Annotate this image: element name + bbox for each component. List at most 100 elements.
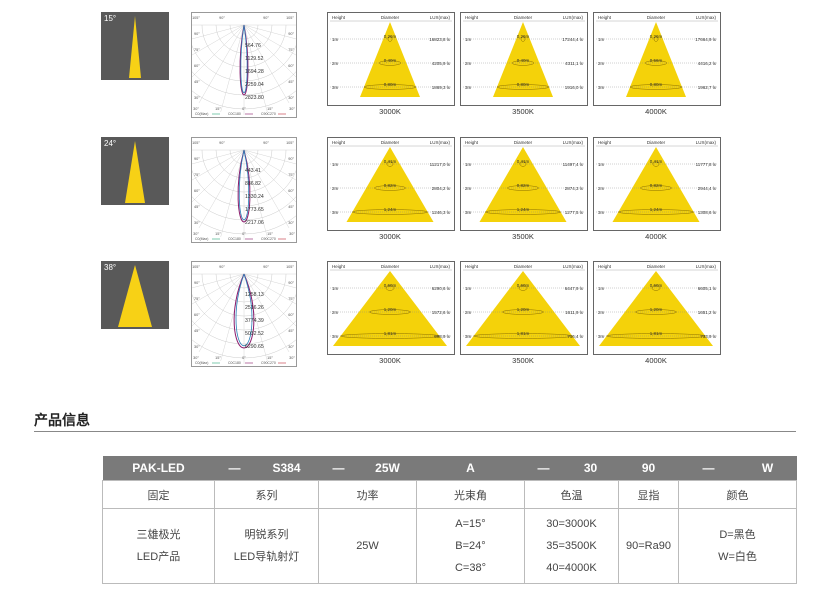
polar-angle-label: 90° (288, 281, 294, 285)
cone-height-label: 1m (332, 286, 339, 291)
cone-color-temp: 3500K (512, 107, 534, 116)
cone-height-label: 1m (465, 37, 472, 42)
polar-angle-label: 105° (286, 16, 294, 20)
value-series: 明锐系列 LED导轨射灯 (214, 508, 319, 584)
cone-header-diameter: Diameter (381, 15, 400, 20)
cone-header-height: Height (598, 15, 612, 20)
polar-angle-label: 105° (286, 141, 294, 145)
polar-legend-label: C0(Max) (195, 361, 208, 365)
beam-angle-label: 24° (104, 139, 117, 148)
polar-angle-label: 60° (194, 313, 200, 317)
code-row: PAK-LED — S384 — 25W A — 30 90 — W (102, 456, 797, 481)
polar-intensity-label: 1773.65 (245, 207, 264, 213)
polar-light-distribution: 564.76 1129.52 1694.28 2259.04 2823.80 105° 90… (154, 12, 334, 118)
cone-header-lux: LUX(max) (430, 140, 451, 145)
code-series: S384 (254, 456, 319, 481)
polar-angle-label: 90° (263, 141, 269, 145)
polar-legend-label: C0C180 (228, 361, 241, 365)
polar-angle-label: 15° (215, 356, 221, 360)
polar-angle-label: 15° (267, 232, 273, 236)
polar-intensity-label: 1129.52 (245, 56, 263, 62)
cone-header-diameter: Diameter (381, 140, 400, 145)
cone-height-label: 3m (465, 85, 472, 90)
cone-lux-label: 11777,8 lx (696, 162, 717, 167)
polar-light-distribution: 1258.13 2516.26 3774.39 5032.52 6290.65 105° 9… (154, 261, 334, 367)
polar-angle-label: 60° (288, 313, 294, 317)
polar-intensity-label: 564.76 (245, 43, 261, 49)
polar-legend-label: C0(Max) (195, 112, 208, 116)
polar-angle-label: 15° (215, 232, 221, 236)
cone-height-label: 3m (598, 210, 605, 215)
cone-lux-label: 1916,0 lx (565, 85, 584, 90)
polar-angle-label: 30° (193, 107, 199, 111)
cone-height-label: 2m (598, 61, 605, 66)
code-dash: — (678, 456, 739, 481)
polar-angle-label: 30° (289, 356, 295, 360)
cone-diameter-label: 0,82m (650, 183, 663, 188)
cone-color-temp: 4000K (645, 356, 667, 365)
cone-diameter-label: 1,24m (384, 207, 397, 212)
polar-intensity-label: 1258.13 (245, 292, 264, 298)
cone-diameter-label: 0,82m (517, 183, 530, 188)
illuminance-cone-panel: Height Diameter LUX(max) 1m 0,41m 11777,8 lx 2… (593, 137, 721, 241)
polar-angle-label: 75° (288, 48, 294, 52)
polar-intensity-label: 1330.24 (245, 194, 264, 200)
cone-lux-label: 4311,1 lx (565, 61, 584, 66)
cone-header-height: Height (598, 140, 612, 145)
polar-angle-label: 0° (242, 232, 246, 236)
cone-diameter-label: 0,80m (650, 82, 663, 87)
cone-diameter-label: 1,20m (517, 307, 530, 312)
cone-lux-label: 1962,7 lx (698, 85, 717, 90)
cone-height-label: 1m (332, 37, 339, 42)
polar-angle-label: 105° (286, 265, 294, 269)
cone-lux-label: 1611,9 lx (565, 310, 584, 315)
cone-height-label: 2m (465, 310, 472, 315)
polar-angle-label: 90° (263, 16, 269, 20)
cone-header-lux: LUX(max) (563, 264, 584, 269)
beam-angle-swatch: 38° (101, 261, 169, 329)
cone-lux-label: 2804,2 lx (432, 186, 451, 191)
illuminance-cone-panel: Height Diameter LUX(max) 1m 0,60m 6447,9 lx 2m… (460, 261, 588, 365)
polar-legend-label: C0C180 (228, 237, 241, 241)
polar-angle-label: 15° (267, 356, 273, 360)
polar-angle-label: 30° (288, 96, 294, 100)
polar-angle-label: 30° (194, 96, 200, 100)
code-dash: — (318, 456, 359, 481)
cone-lux-label: 1277,5 lx (565, 210, 584, 215)
cone-height-label: 2m (465, 186, 472, 191)
polar-angle-label: 90° (194, 32, 200, 36)
cone-header-lux: LUX(max) (430, 264, 451, 269)
cone-lux-label: 11497,4 lx (563, 162, 584, 167)
cone-height-label: 3m (465, 334, 472, 339)
polar-angle-label: 45° (288, 205, 294, 209)
cone-color-temp: 3500K (512, 232, 534, 241)
illuminance-cone-panel: Height Diameter LUX(max) 1m 0,26m 16823,8 lx 2… (327, 12, 455, 116)
cone-lux-label: 2874,3 lx (565, 186, 584, 191)
value-cct: 30=3000K 35=3500K 40=4000K (524, 508, 619, 584)
product-info-table: PAK-LED — S384 — 25W A — 30 90 — W 固定 系列… (102, 456, 797, 584)
cone-header-lux: LUX(max) (430, 15, 451, 20)
cone-diameter-label: 0,60m (384, 283, 397, 288)
cone-height-label: 2m (598, 310, 605, 315)
cone-height-label: 2m (332, 61, 339, 66)
polar-intensity-label: 443.41 (245, 168, 261, 174)
polar-angle-label: 15° (215, 107, 221, 111)
cone-header-height: Height (332, 15, 346, 20)
polar-angle-label: 90° (219, 16, 225, 20)
field-power: 功率 (318, 480, 417, 509)
cone-diameter-label: 1,81m (517, 331, 530, 336)
cone-diameter-label: 0,26m (517, 34, 530, 39)
polar-angle-label: 105° (192, 141, 200, 145)
cone-header-diameter: Diameter (514, 140, 533, 145)
cone-header-diameter: Diameter (514, 15, 533, 20)
cone-header-height: Height (332, 264, 346, 269)
polar-intensity-label: 5032.52 (245, 331, 264, 337)
cone-lux-label: 2944,4 lx (698, 186, 717, 191)
illuminance-cone-panel: Height Diameter LUX(max) 1m 0,41m 11217,0 lx 2… (327, 137, 455, 241)
polar-angle-label: 30° (193, 232, 199, 236)
cone-color-temp: 4000K (645, 107, 667, 116)
cone-diameter-label: 0,80m (517, 82, 530, 87)
polar-legend-label: C0C180 (228, 112, 241, 116)
code-beam: A (416, 456, 525, 481)
cone-header-diameter: Diameter (514, 264, 533, 269)
